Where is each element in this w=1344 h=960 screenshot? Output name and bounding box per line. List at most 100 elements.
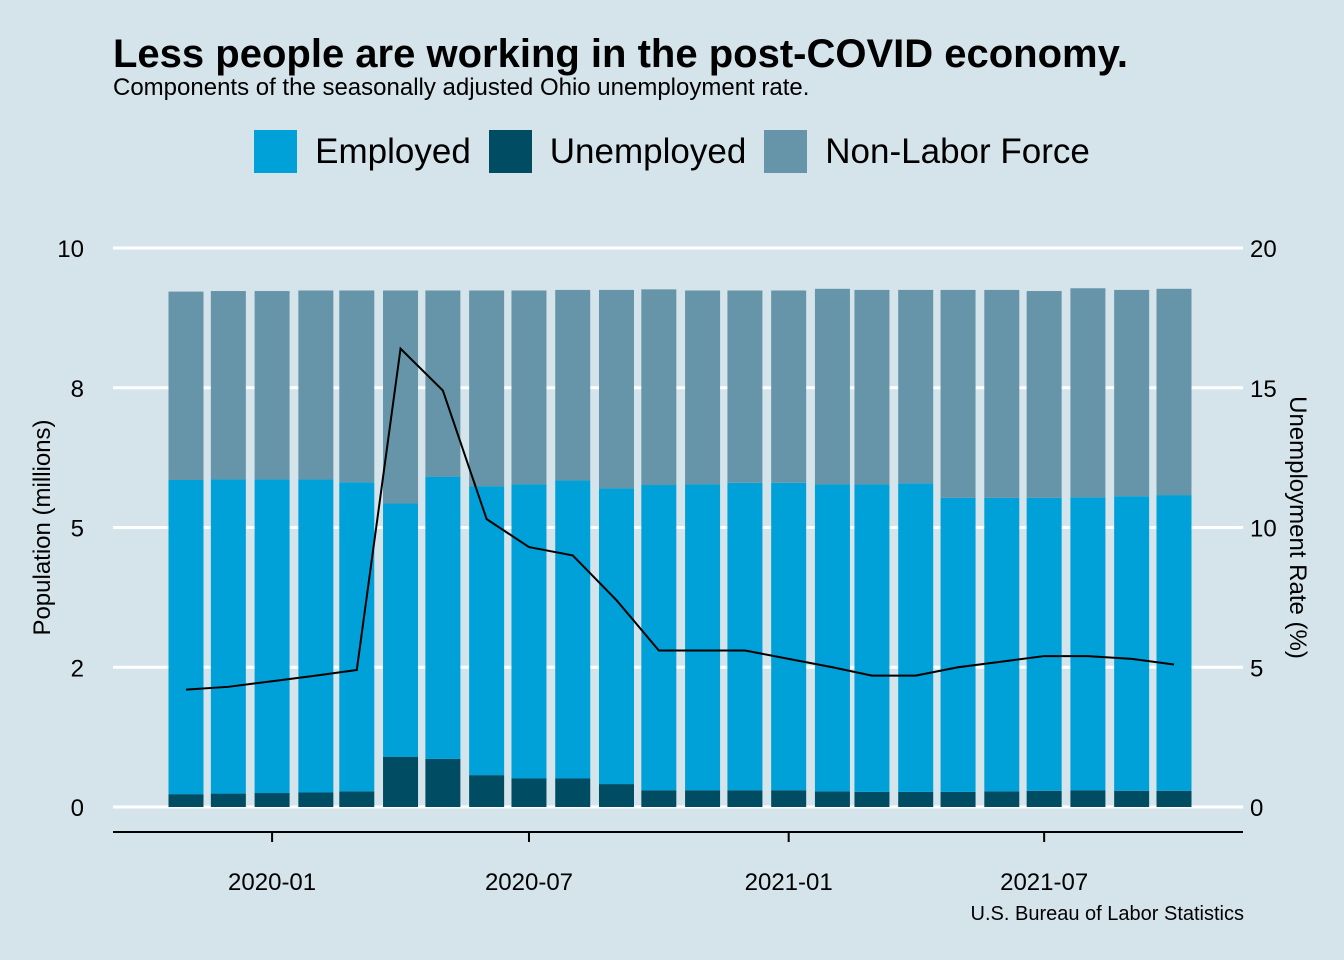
bar-unemployed-2019-11 <box>168 794 204 807</box>
bar-non-labor-force-2020-03 <box>339 290 375 483</box>
bar-non-labor-force-2021-06 <box>984 289 1020 498</box>
legend-swatch-non-labor-force <box>764 130 808 173</box>
y2-tick-label: 0 <box>1250 795 1263 822</box>
bar-employed-2019-12 <box>210 479 246 794</box>
y2-tick-label: 10 <box>1250 516 1277 543</box>
bar-unemployed-2020-12 <box>727 790 763 807</box>
bar-employed-2021-10 <box>1156 495 1192 791</box>
y-tick-label: 10 <box>57 236 84 263</box>
chart-title: Less people are working in the post-COVI… <box>113 32 1128 76</box>
bar-non-labor-force-2020-12 <box>727 290 763 483</box>
bar-series <box>168 288 1192 807</box>
bar-employed-2021-01 <box>771 482 807 791</box>
bar-non-labor-force-2020-04 <box>383 290 419 504</box>
bar-non-labor-force-2021-02 <box>814 288 850 485</box>
chart-legend: Employed Unemployed Non-Labor Force <box>0 130 1344 173</box>
bar-non-labor-force-2020-07 <box>511 290 547 485</box>
legend-item-employed: Employed <box>254 130 471 173</box>
bar-unemployed-2020-01 <box>254 793 290 807</box>
bar-employed-2021-05 <box>940 497 976 792</box>
bar-unemployed-2021-03 <box>854 791 890 807</box>
y2-tick-label: 15 <box>1250 376 1277 403</box>
y2-tick-label: 5 <box>1250 655 1263 682</box>
axes: 2020-01 2020-07 2021-01 2021-07 0 2 5 8 10 0 5 10 15… <box>29 236 1311 896</box>
unemployment-rate-line-group <box>185 346 1175 691</box>
x-tick-label: 2021-01 <box>745 869 833 896</box>
bar-unemployed-2020-06 <box>469 775 505 807</box>
bar-unemployed-2020-08 <box>555 778 591 807</box>
bar-employed-2021-07 <box>1026 497 1062 791</box>
bar-unemployed-2021-05 <box>940 791 976 807</box>
y-tick-label: 8 <box>71 376 84 403</box>
bar-unemployed-2020-11 <box>685 790 721 807</box>
bar-non-labor-force-2020-11 <box>685 290 721 485</box>
bar-non-labor-force-2021-01 <box>771 290 807 483</box>
bar-employed-2021-03 <box>854 484 890 792</box>
bar-employed-2021-08 <box>1070 497 1106 791</box>
bar-unemployed-2020-10 <box>641 790 677 807</box>
bar-unemployed-2020-03 <box>339 791 375 807</box>
chart-subtitle: Components of the seasonally adjusted Oh… <box>113 74 810 101</box>
bar-employed-2021-02 <box>814 484 850 792</box>
y-tick-label: 0 <box>71 795 84 822</box>
bar-non-labor-force-2019-12 <box>210 291 246 480</box>
bar-non-labor-force-2021-07 <box>1026 291 1062 498</box>
bar-employed-2020-10 <box>641 485 677 791</box>
bar-unemployed-2021-06 <box>984 791 1020 807</box>
bar-non-labor-force-2020-01 <box>254 291 290 480</box>
bar-non-labor-force-2019-11 <box>168 291 204 480</box>
bar-unemployed-2020-07 <box>511 778 547 807</box>
bar-unemployed-2021-07 <box>1026 790 1062 807</box>
bar-non-labor-force-2021-03 <box>854 289 890 485</box>
bar-unemployed-2020-05 <box>425 758 461 807</box>
bar-employed-2020-07 <box>511 484 547 779</box>
legend-item-non-labor-force: Non-Labor Force <box>764 130 1090 173</box>
bar-employed-2020-04 <box>383 503 419 757</box>
bar-unemployed-2021-09 <box>1114 790 1150 807</box>
y2-axis-title: Unemployment Rate (%) <box>1284 396 1311 659</box>
bar-employed-2019-11 <box>168 479 204 795</box>
legend-item-unemployed: Unemployed <box>488 130 747 173</box>
y-tick-label: 5 <box>71 516 84 543</box>
legend-label-non-labor-force: Non-Labor Force <box>825 131 1090 171</box>
bar-unemployed-2020-09 <box>598 784 634 807</box>
bar-unemployed-2021-01 <box>771 790 807 807</box>
bar-non-labor-force-2020-02 <box>298 290 334 480</box>
bar-non-labor-force-2021-10 <box>1156 288 1192 496</box>
y2-tick-label: 20 <box>1250 236 1277 263</box>
bar-unemployed-2019-12 <box>210 793 246 807</box>
y-tick-label: 2 <box>71 655 84 682</box>
bar-employed-2020-12 <box>727 482 763 791</box>
bar-non-labor-force-2020-08 <box>555 289 591 481</box>
bar-employed-2021-06 <box>984 497 1020 792</box>
bar-non-labor-force-2020-05 <box>425 290 461 477</box>
source-caption: U.S. Bureau of Labor Statistics <box>970 903 1244 925</box>
legend-swatch-employed <box>254 130 298 173</box>
bar-employed-2020-11 <box>685 484 721 791</box>
legend-label-unemployed: Unemployed <box>549 131 747 171</box>
bar-unemployed-2021-02 <box>814 791 850 807</box>
bar-employed-2021-04 <box>898 483 934 792</box>
bar-employed-2020-05 <box>425 476 461 759</box>
bar-employed-2021-09 <box>1114 496 1150 791</box>
bar-non-labor-force-2021-09 <box>1114 289 1150 497</box>
bar-employed-2020-09 <box>598 488 634 785</box>
bar-employed-2020-03 <box>339 482 375 792</box>
legend-label-employed: Employed <box>315 131 471 171</box>
bar-unemployed-2020-02 <box>298 792 334 807</box>
legend-swatch-unemployed <box>488 130 532 173</box>
bar-unemployed-2020-04 <box>383 756 419 807</box>
x-tick-label: 2021-07 <box>1000 869 1088 896</box>
x-tick-label: 2020-07 <box>485 869 573 896</box>
bar-employed-2020-02 <box>298 479 334 793</box>
bar-unemployed-2021-10 <box>1156 790 1192 807</box>
bar-non-labor-force-2020-10 <box>641 289 677 486</box>
bar-non-labor-force-2020-06 <box>469 290 505 487</box>
bar-non-labor-force-2020-09 <box>598 289 634 489</box>
y-axis-title: Population (millions) <box>29 419 56 635</box>
unemployment-rate-line <box>185 346 1175 691</box>
bar-non-labor-force-2021-04 <box>898 289 934 484</box>
bar-non-labor-force-2021-08 <box>1070 288 1106 498</box>
bar-non-labor-force-2021-05 <box>940 289 976 498</box>
